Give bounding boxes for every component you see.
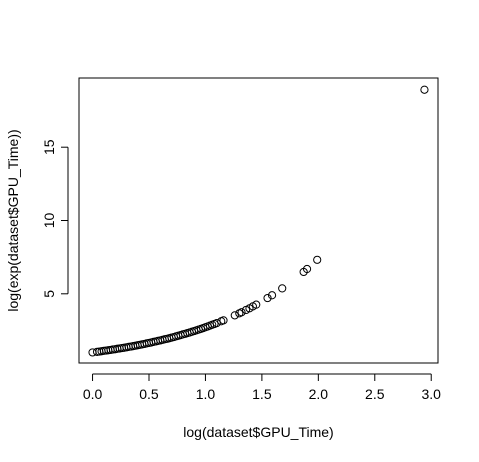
data-point	[252, 300, 261, 309]
data-point	[267, 291, 277, 300]
x-tick-label: 2.0	[309, 386, 329, 402]
x-tick-label: 1.0	[196, 386, 216, 402]
data-point	[230, 311, 239, 320]
x-tick-label: 1.5	[252, 386, 272, 402]
data-point	[219, 316, 228, 325]
x-tick-label: 2.5	[365, 386, 385, 402]
data-point	[302, 264, 312, 274]
x-tick-label: 0.0	[83, 386, 103, 402]
x-tick-label: 0.5	[139, 386, 159, 402]
y-axis: 5 10 15	[41, 139, 69, 298]
x-tick-label: 3.0	[421, 386, 441, 402]
y-tick-label: 10	[41, 213, 57, 229]
x-axis: 0.0 0.5 1.0 1.5 2.0 2.5 3.0	[83, 373, 441, 402]
data-point	[420, 85, 429, 94]
y-tick-label: 5	[41, 290, 57, 298]
data-point	[278, 284, 287, 293]
data-point	[263, 293, 272, 303]
y-axis-label: log(exp(dataset$GPU_Time))	[5, 129, 21, 311]
plot-area-border	[78, 77, 439, 364]
data-point	[313, 255, 322, 264]
y-tick-label: 15	[41, 139, 57, 155]
data-points	[88, 85, 429, 357]
x-axis-label: log(dataset$GPU_Time)	[183, 424, 333, 440]
data-point	[212, 319, 221, 328]
data-point	[237, 308, 246, 317]
